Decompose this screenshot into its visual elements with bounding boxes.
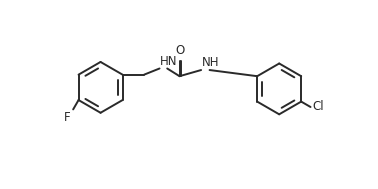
Text: O: O: [175, 44, 184, 57]
Text: Cl: Cl: [312, 101, 324, 114]
Text: HN: HN: [160, 55, 178, 68]
Text: F: F: [64, 111, 70, 124]
Text: NH: NH: [202, 56, 219, 69]
